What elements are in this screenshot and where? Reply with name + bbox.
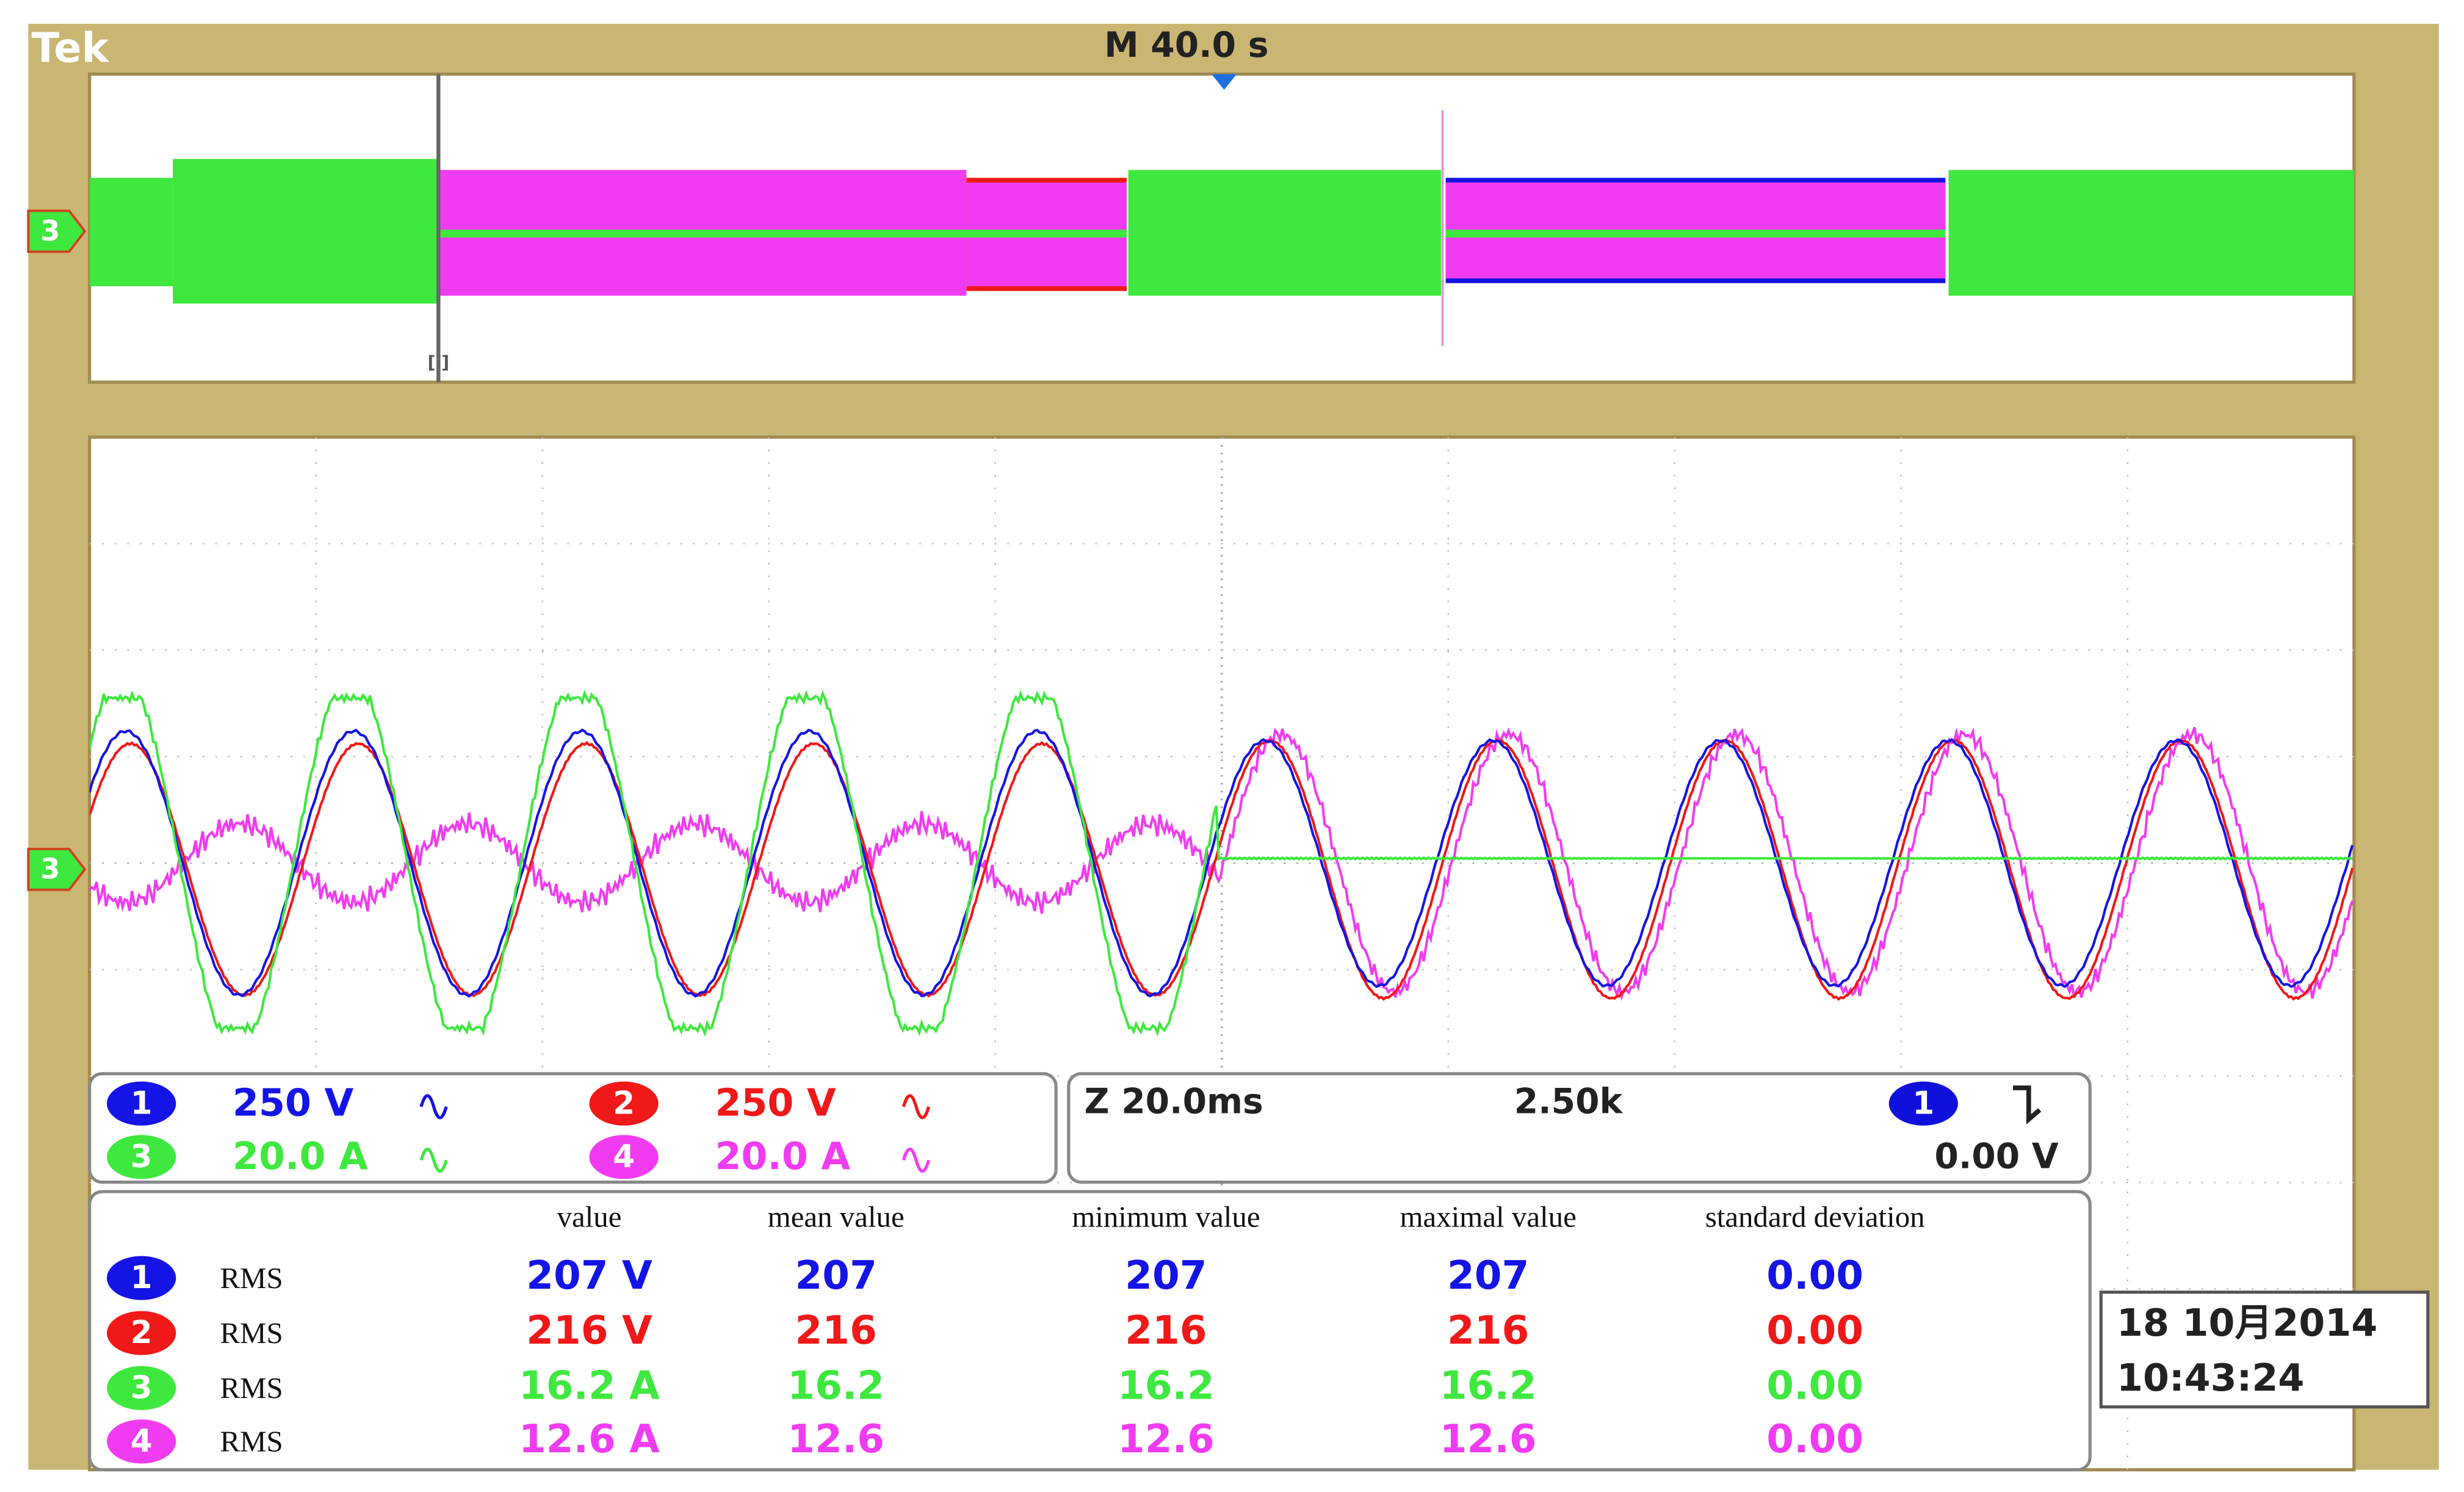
channel-badge: [107, 1256, 176, 1300]
overview-band: [173, 159, 437, 304]
time: 10:43:24: [2117, 1356, 2304, 1400]
channel-badge: [107, 1135, 176, 1179]
trigger-channel: 1: [1912, 1085, 1934, 1121]
measurement-value: 16.2: [1118, 1363, 1215, 1408]
trigger-slope-icon: [2013, 1085, 2042, 1124]
channel-settings: 1 250 V 2 250 V 3 20.0 A 4 20.0 A: [107, 1081, 931, 1179]
brand: Tek: [31, 24, 109, 71]
coupling-icon: [901, 1094, 931, 1120]
waveform-trace: [89, 726, 2354, 1001]
date: 18 10月2014: [2117, 1301, 2377, 1345]
waveform-trace: [89, 728, 2354, 998]
zoom-factor: Z 20.0ms: [1084, 1081, 1263, 1121]
channel-number: 3: [131, 1369, 153, 1406]
channel-badge: [589, 1135, 659, 1179]
measurement-value: 16.2: [1440, 1363, 1537, 1408]
column-header: standard deviation: [1705, 1200, 1925, 1233]
measurement-value: 12.6: [787, 1416, 884, 1462]
datetime-panel: [2099, 1291, 2430, 1409]
channel-number: 1: [131, 1259, 153, 1296]
measurement-value: 216 V: [526, 1308, 652, 1353]
channel-badge: [107, 1419, 176, 1464]
cursor-marker: [ ]: [427, 352, 449, 372]
column-header: value: [557, 1200, 622, 1233]
measurement-value: 12.6: [1440, 1416, 1537, 1462]
channel-number: 2: [613, 1085, 635, 1121]
zoom-ratio: 2.50k: [1514, 1081, 1624, 1121]
measurement-type: RMS: [220, 1261, 283, 1295]
overview-traces: [89, 74, 2354, 382]
overview-band: [89, 178, 173, 286]
waveforms: [89, 689, 2354, 1037]
channel-badge: [107, 1311, 176, 1355]
zoom-panel: [1067, 1072, 2092, 1184]
measurement-value: 207: [795, 1253, 877, 1298]
overview-band: [1128, 170, 1441, 296]
channel-scale: 250 V: [715, 1081, 836, 1124]
column-header: minimum value: [1072, 1200, 1260, 1233]
overview-band: [1445, 230, 1946, 238]
measurement-panel: [88, 1190, 2092, 1472]
channel-number: 1: [131, 1085, 153, 1121]
waveform-trace: [89, 738, 2354, 1001]
measurement-type: RMS: [220, 1425, 283, 1458]
timebase: M 40.0 s: [1104, 25, 1268, 65]
coupling-icon: [901, 1147, 931, 1173]
channel-settings-panel: [88, 1072, 1058, 1184]
channel-number: 3: [131, 1139, 153, 1175]
measurement-value: 207 V: [526, 1253, 652, 1298]
column-header: mean value: [768, 1200, 905, 1233]
channel-marker-label: 3: [40, 214, 60, 247]
overview-band: [439, 230, 1127, 238]
channel-number: 4: [131, 1423, 153, 1460]
measurement-value: 207: [1447, 1253, 1529, 1298]
measurement-value: 216: [1447, 1308, 1529, 1353]
measurement-value: 216: [1125, 1308, 1207, 1353]
channel-scale: 20.0 A: [233, 1134, 368, 1178]
trigger-level: 0.00 V: [1934, 1136, 2058, 1176]
channel-scale: 250 V: [233, 1081, 353, 1124]
measurement-value: 0.00: [1766, 1253, 1863, 1298]
measurement-value: 16.2 A: [519, 1363, 660, 1408]
measurement-value: 0.00: [1766, 1308, 1863, 1353]
measurement-type: RMS: [220, 1316, 283, 1350]
trigger-channel-badge: [1888, 1081, 1958, 1126]
channel-marker-main: 3: [27, 847, 87, 891]
measurement-value: 0.00: [1766, 1363, 1863, 1408]
measurement-type: RMS: [220, 1371, 283, 1405]
channel-badge: [107, 1366, 176, 1410]
measurement-value: 16.2: [787, 1363, 884, 1408]
waveform-trace: [89, 689, 2353, 1037]
channel-marker-label: 3: [40, 852, 60, 885]
channel-badge: [589, 1081, 659, 1126]
channel-number: 2: [131, 1314, 153, 1351]
channel-marker-overview: 3: [27, 209, 87, 253]
channel-number: 4: [613, 1139, 635, 1175]
column-header: maximal value: [1400, 1200, 1577, 1233]
measurement-value: 216: [795, 1308, 877, 1353]
measurement-value: 12.6 A: [519, 1416, 660, 1462]
channel-scale: 20.0 A: [715, 1134, 850, 1178]
coupling-icon: [419, 1147, 448, 1173]
coupling-icon: [419, 1094, 448, 1120]
trigger-position-marker: [1212, 74, 1237, 90]
overview-band: [1948, 170, 2354, 296]
channel-badge: [107, 1081, 176, 1126]
measurement-value: 207: [1125, 1253, 1207, 1298]
measurement-value: 12.6: [1118, 1416, 1215, 1462]
measurement-table: value mean value minimum value maximal valu…: [107, 1200, 1925, 1464]
measurement-value: 0.00: [1766, 1416, 1863, 1462]
